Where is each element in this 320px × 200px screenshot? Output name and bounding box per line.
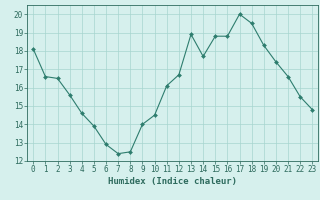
X-axis label: Humidex (Indice chaleur): Humidex (Indice chaleur) [108,177,237,186]
